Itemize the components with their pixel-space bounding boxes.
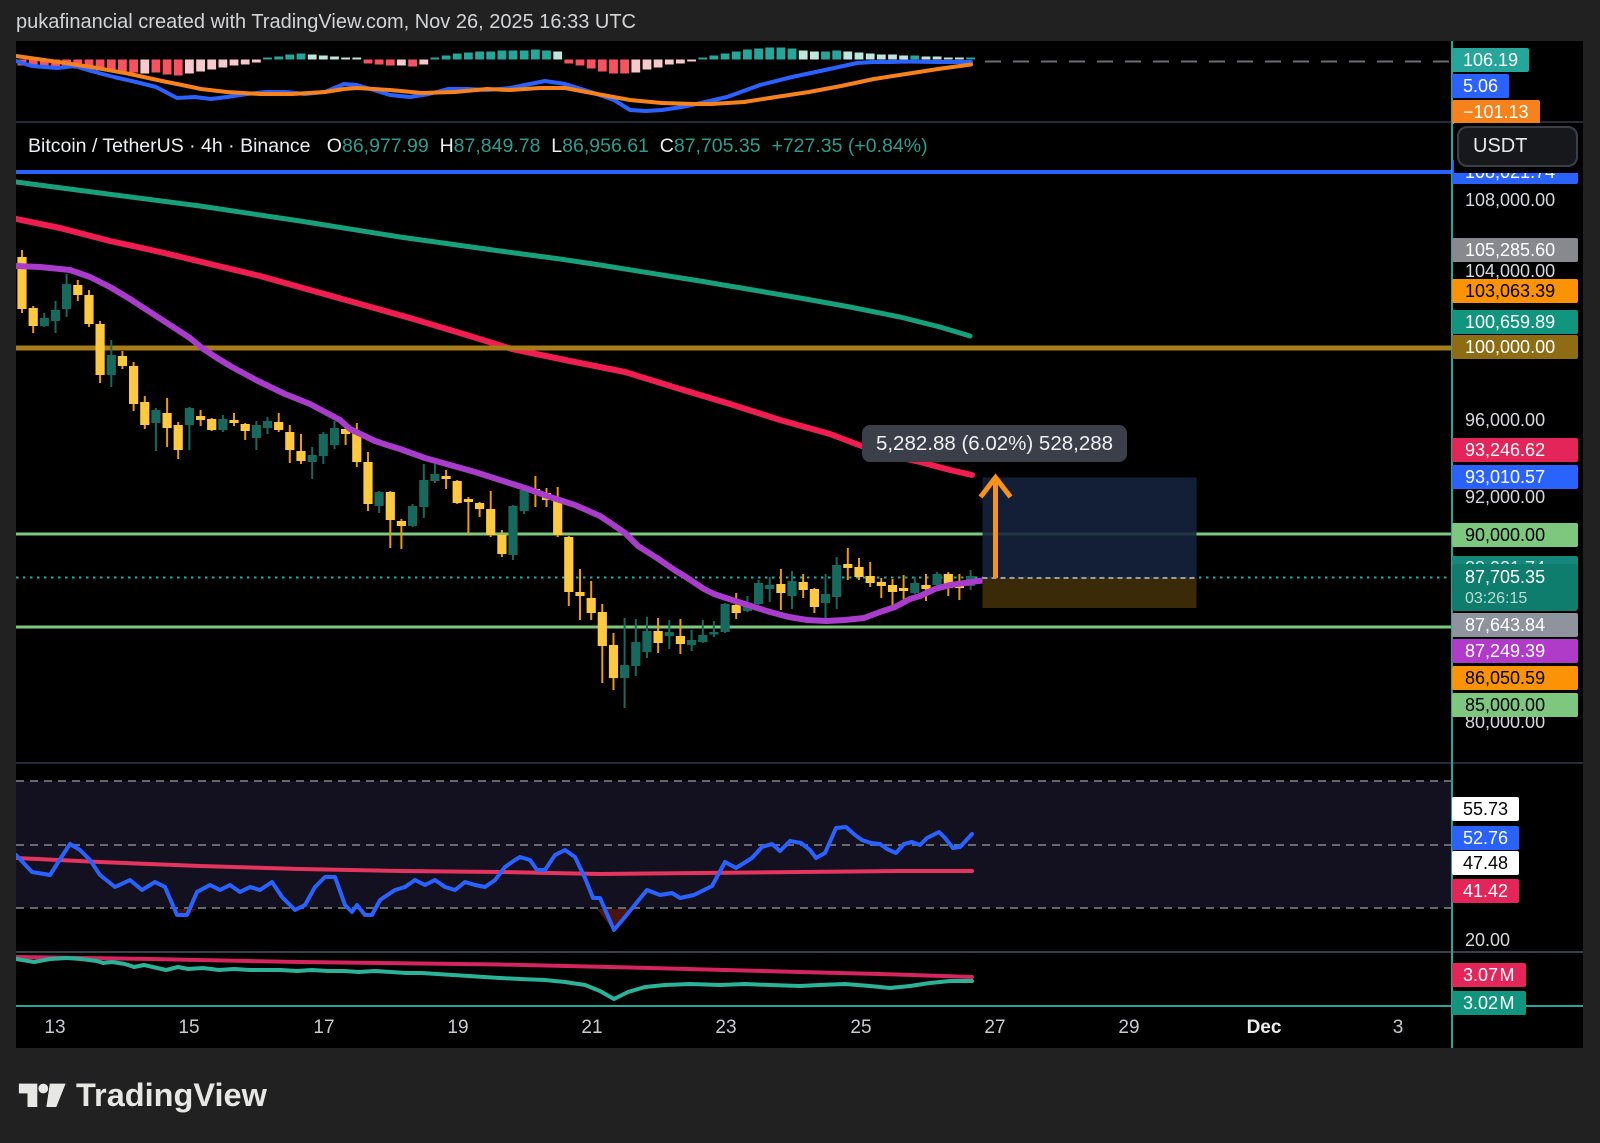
- svg-text:TradingView: TradingView: [76, 1077, 268, 1113]
